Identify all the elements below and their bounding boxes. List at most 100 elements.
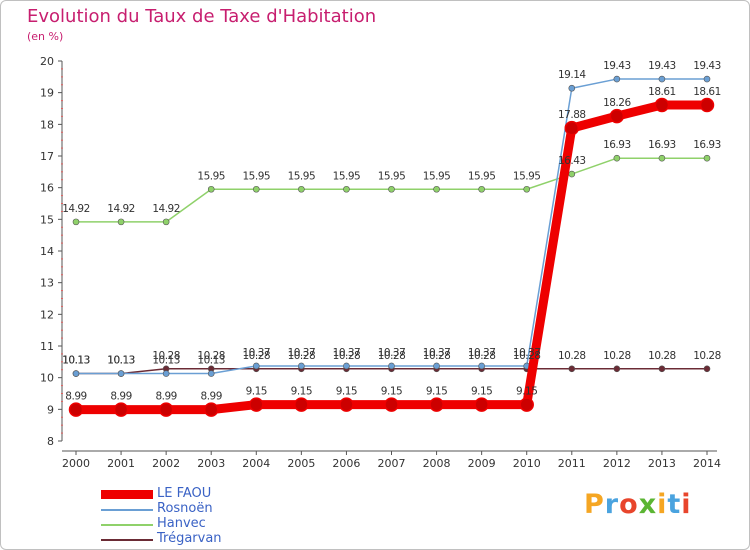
data-label: 10.28 [152,350,180,362]
data-label: 18.26 [603,97,631,109]
data-label: 15.95 [468,170,496,182]
chart-unit: (en %) [27,30,64,43]
x-tick-label: 2008 [423,457,451,470]
data-label: 9.15 [516,386,537,398]
data-label: 9.15 [426,386,447,398]
data-point [654,97,670,113]
data-point [568,84,576,92]
data-label: 10.37 [513,347,541,359]
data-point [658,154,666,162]
chart-title: Evolution du Taux de Taxe d'Habitation [27,6,377,27]
data-label: 10.37 [333,347,361,359]
data-label: 19.43 [693,60,721,72]
data-point [298,362,305,370]
data-label: 9.15 [471,386,492,398]
data-point [252,185,260,193]
legend-swatch [101,490,153,499]
data-point [388,185,395,193]
data-label: 14.92 [62,203,90,215]
x-tick-label: 2000 [62,457,90,470]
logo-letter: i [657,489,668,520]
y-tick-label: 12 [40,308,54,321]
legend-swatch [101,524,153,526]
legend-label: Hanvec [157,516,206,531]
data-label: 10.28 [468,350,496,362]
y-tick-label: 9 [47,403,54,416]
data-label: 17.88 [558,109,586,121]
data-label: 19.14 [558,69,586,81]
data-point [384,397,399,412]
data-point [343,185,350,193]
legend-item: Trégarvan [101,531,301,547]
data-label: 10.37 [378,347,406,359]
data-point [478,185,485,193]
data-point [478,362,485,370]
data-label: 10.13 [107,355,135,367]
data-label: 19.43 [603,60,631,72]
logo-letter: t [667,489,682,520]
data-label: 15.95 [513,170,541,182]
data-label: 16.93 [648,139,676,151]
data-label: 10.13 [197,355,225,367]
data-label: 10.28 [603,350,631,362]
data-point [568,365,576,373]
data-point [207,370,215,377]
legend-item: LE FAOU [101,486,301,502]
data-label: 9.15 [246,386,267,398]
x-tick-label: 2011 [558,457,586,470]
data-label: 8.99 [155,391,176,403]
logo-letter: P [584,489,605,520]
proxiti-logo: Proxiti [584,489,692,520]
data-point [162,370,170,377]
x-tick-label: 2001 [107,457,135,470]
data-label: 9.15 [336,386,357,398]
data-point [609,108,625,124]
data-label: 16.93 [693,139,721,151]
data-label: 10.28 [423,350,451,362]
data-point [72,218,80,226]
data-label: 10.13 [62,355,90,367]
y-tick-label: 10 [40,372,54,385]
x-tick-label: 2013 [648,457,676,470]
data-point [699,97,715,113]
data-point [433,185,440,193]
data-labels: 10.13 10.13 10.28 10.28 10.28 10.28 10.28 10.28… [62,60,721,403]
data-label: 10.13 [152,355,180,367]
y-tick-label: 15 [40,213,54,226]
data-label: 10.28 [333,350,361,362]
data-point [207,185,215,193]
data-point [203,402,219,417]
data-point [568,170,576,178]
legend-swatch [101,509,153,511]
data-point [343,362,350,370]
y-tick-label: 19 [40,87,54,100]
data-point [339,397,354,412]
data-label: 8.99 [110,391,131,403]
data-point [429,397,444,412]
y-tick-label: 11 [40,340,54,353]
x-tick-label: 2010 [513,457,541,470]
y-tick-label: 18 [40,118,54,131]
legend: LE FAOU Rosnoën Hanvec Trégarvan [101,486,301,547]
x-tick-label: 2003 [197,457,225,470]
data-point [474,397,489,412]
data-point [613,154,621,162]
data-label: 10.13 [62,355,90,367]
data-point [613,75,621,83]
data-point [703,75,711,83]
data-label: 9.15 [381,386,402,398]
data-point [519,397,534,412]
legend-item: Rosnoën [101,501,301,517]
data-label: 10.37 [288,347,316,359]
x-tick-label: 2009 [468,457,496,470]
data-label: 15.95 [243,170,271,182]
data-point [113,402,129,417]
data-point [117,218,125,226]
data-point [523,185,531,193]
data-label: 16.93 [603,139,631,151]
data-point [158,402,174,417]
x-tick-label: 2007 [378,457,406,470]
data-label: 14.92 [152,203,180,215]
